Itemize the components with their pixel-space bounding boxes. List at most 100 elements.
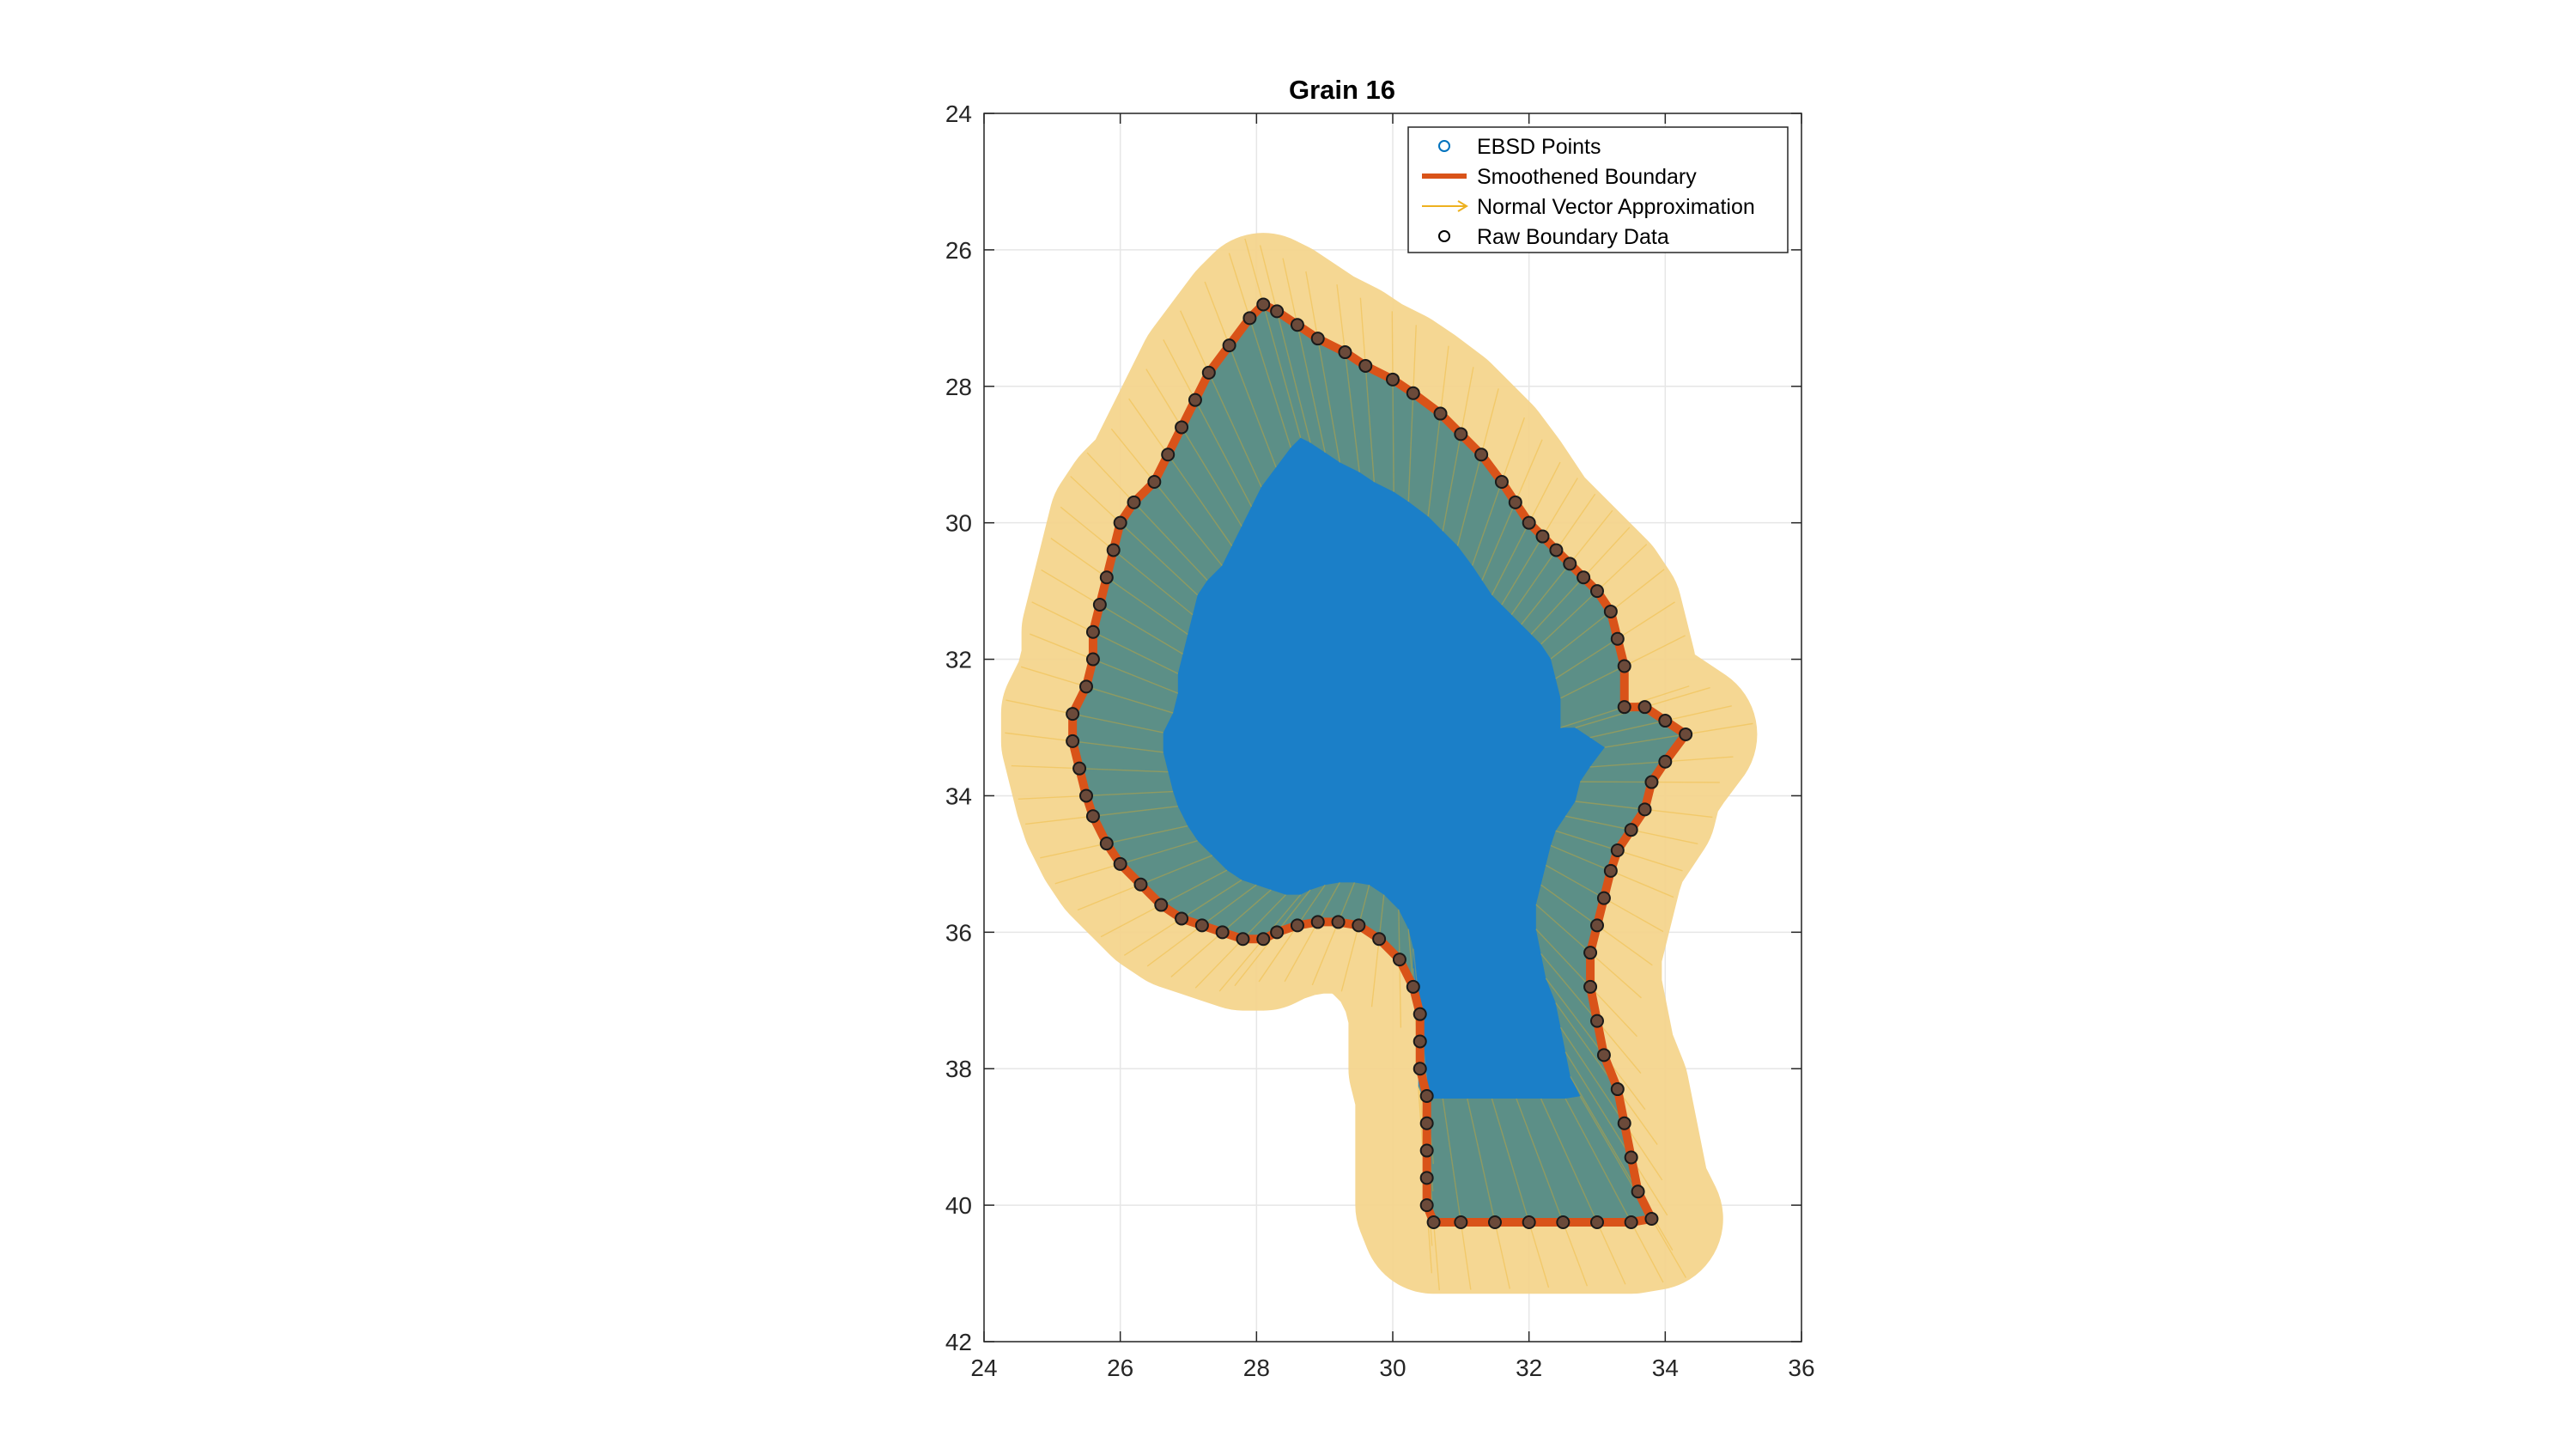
- x-tick-label: 24: [970, 1355, 997, 1381]
- raw-boundary-point: [1637, 802, 1652, 817]
- raw-boundary-point: [1256, 297, 1271, 312]
- x-tick-label: 36: [1788, 1355, 1814, 1381]
- normal-vector: [1244, 238, 1302, 438]
- legend-entry: EBSD Points: [1438, 135, 1601, 159]
- raw-boundary-point: [1658, 754, 1673, 769]
- legend-label: EBSD Points: [1477, 135, 1601, 159]
- raw-boundary-point: [1590, 584, 1604, 599]
- normal-vector: [1025, 806, 1178, 825]
- raw-boundary-point: [1577, 570, 1591, 585]
- raw-boundary-point: [1154, 898, 1169, 912]
- x-tick-label: 34: [1652, 1355, 1679, 1381]
- legend-marker-circle: [1438, 140, 1450, 152]
- normal-vector: [1467, 1098, 1511, 1289]
- raw-boundary-point: [1099, 837, 1114, 851]
- normal-vector: [1179, 310, 1262, 488]
- raw-boundary-point: [1413, 1034, 1427, 1049]
- raw-boundary-point: [1419, 1143, 1434, 1158]
- raw-boundary-point: [1161, 448, 1176, 462]
- raw-boundary-point: [1419, 1116, 1434, 1130]
- raw-boundary-point: [1610, 631, 1625, 646]
- raw-boundary-point: [1508, 495, 1522, 509]
- raw-boundary-point: [1372, 932, 1387, 947]
- raw-boundary-point: [1583, 946, 1598, 960]
- raw-boundary-point: [1113, 515, 1127, 530]
- normal-vector: [1031, 601, 1179, 674]
- normal-vector: [1559, 1026, 1663, 1181]
- legend-marker-circle: [1438, 230, 1450, 242]
- raw-boundary-point: [1549, 543, 1564, 557]
- raw-boundary-point: [1535, 529, 1550, 544]
- raw-boundary-point: [1624, 1150, 1638, 1165]
- raw-boundary-point: [1454, 427, 1468, 441]
- normal-vector: [1060, 506, 1194, 616]
- normal-vector: [1391, 311, 1394, 492]
- raw-boundary-point: [1590, 918, 1604, 933]
- legend-label: Smoothened Boundary: [1477, 165, 1697, 189]
- raw-boundary-point: [1644, 1212, 1659, 1226]
- y-tick-label: 26: [945, 237, 972, 264]
- normal-vector: [1070, 475, 1199, 596]
- y-tick-label: 42: [945, 1329, 972, 1355]
- chart-title: Grain 16: [1289, 75, 1395, 105]
- raw-boundary-point: [1085, 624, 1100, 639]
- normal-vector: [1005, 699, 1163, 734]
- normal-vector: [1516, 1098, 1589, 1287]
- raw-boundary-point: [1079, 679, 1093, 694]
- raw-boundary-point: [1290, 318, 1304, 332]
- raw-boundary-point: [1596, 891, 1611, 905]
- normal-vector: [1110, 428, 1223, 566]
- normal-vector: [1284, 882, 1340, 983]
- raw-boundary-point: [1624, 1215, 1638, 1229]
- raw-boundary-point: [1066, 734, 1080, 748]
- legend-label: Raw Boundary Data: [1477, 225, 1669, 249]
- legend-entry: Smoothened Boundary: [1422, 165, 1697, 189]
- normal-vector: [1564, 1098, 1664, 1283]
- raw-boundary-point: [1603, 863, 1618, 878]
- normal-vector: [1050, 538, 1188, 636]
- raw-boundary-point: [1310, 332, 1325, 346]
- normal-vector: [1163, 339, 1253, 508]
- normal-vector: [1442, 367, 1474, 532]
- raw-boundary-point: [1133, 877, 1148, 892]
- raw-boundary-point: [1085, 652, 1100, 667]
- raw-boundary-point: [1494, 475, 1509, 489]
- raw-boundary-point: [1433, 406, 1448, 421]
- raw-boundary-point: [1310, 915, 1325, 929]
- raw-boundary-point: [1358, 358, 1373, 373]
- raw-boundary-point: [1637, 700, 1652, 715]
- raw-boundary-point: [1270, 304, 1285, 319]
- raw-boundary-point: [1406, 386, 1420, 400]
- raw-boundary-point: [1563, 557, 1577, 571]
- raw-boundary-point: [1603, 604, 1618, 618]
- raw-boundary-point: [1085, 809, 1100, 824]
- raw-boundary-point: [1556, 1215, 1571, 1229]
- raw-boundary-point: [1113, 856, 1127, 871]
- normal-vector: [1086, 452, 1208, 581]
- y-tick-label: 30: [945, 510, 972, 537]
- x-tick-label: 30: [1379, 1355, 1406, 1381]
- raw-boundary-point: [1644, 775, 1659, 789]
- raw-boundary-point: [1406, 979, 1420, 994]
- raw-boundary-point: [1352, 918, 1366, 933]
- raw-boundary-point: [1072, 761, 1087, 776]
- raw-boundary-point: [1474, 448, 1489, 462]
- normal-vector: [1030, 633, 1179, 694]
- raw-boundary-point: [1631, 1184, 1645, 1199]
- normal-vector: [1128, 398, 1233, 546]
- raw-boundary-point: [1617, 1116, 1631, 1130]
- normal-vector: [1471, 417, 1526, 566]
- raw-boundary-point: [1679, 727, 1693, 741]
- raw-boundary-point: [1426, 1215, 1441, 1229]
- plot-area: 24 26 28 30 32 34 36 24 26 28 30 32 34 36 38 40 42: [945, 100, 1815, 1381]
- x-tick-label: 32: [1516, 1355, 1542, 1381]
- raw-boundary-point: [1624, 823, 1638, 837]
- normal-vector: [1456, 388, 1499, 546]
- raw-boundary-point: [1419, 1198, 1434, 1213]
- legend-box: [1407, 126, 1789, 253]
- raw-boundary-point: [1454, 1215, 1468, 1229]
- normal-vector: [1407, 325, 1417, 502]
- normal-vector: [1491, 1098, 1550, 1288]
- x-tick-label: 26: [1107, 1355, 1133, 1381]
